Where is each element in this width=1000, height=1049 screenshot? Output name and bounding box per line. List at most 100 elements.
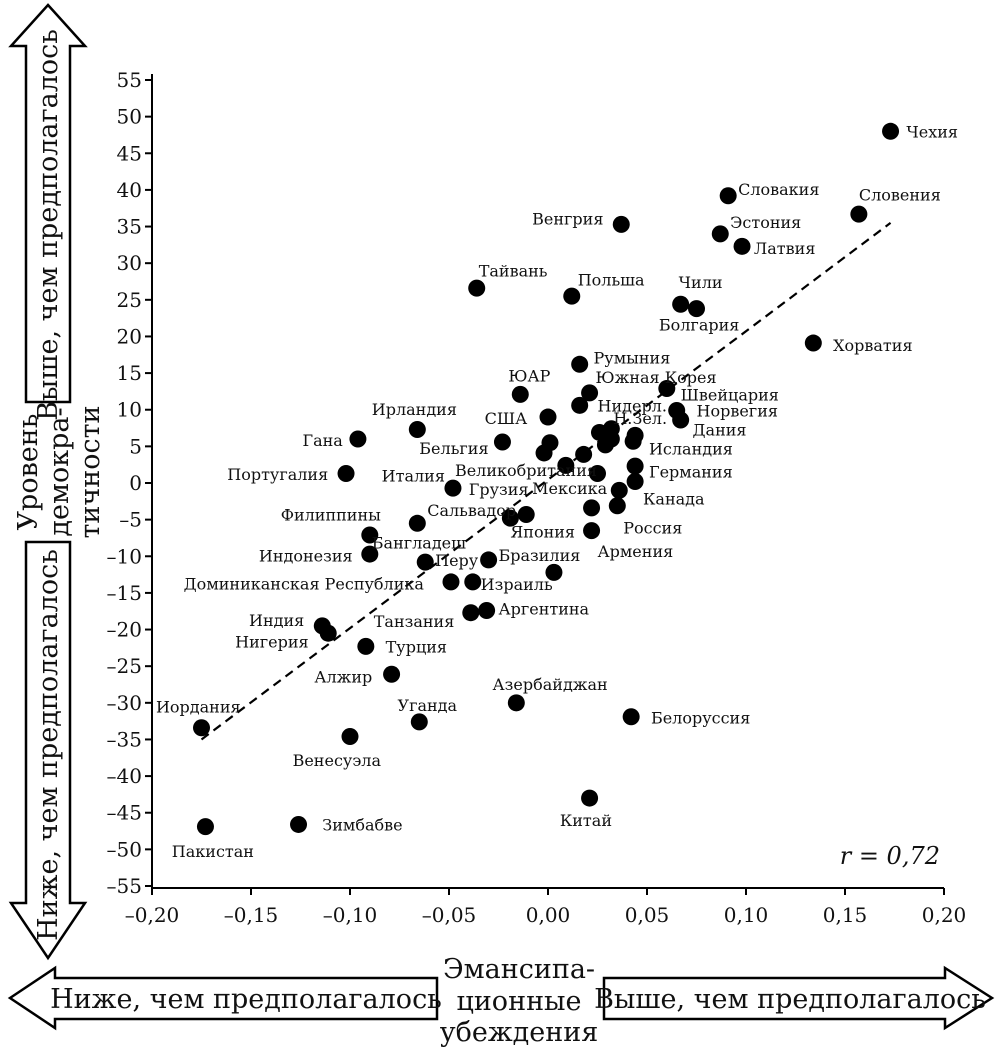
data-point — [719, 187, 737, 205]
y-tick-label: –30 — [107, 691, 142, 715]
point-label: Сальвадор — [427, 501, 516, 520]
point-label: Швейцария — [681, 385, 779, 404]
point-label: Южная Корея — [596, 368, 717, 387]
point-label: Япония — [510, 522, 575, 541]
point-label: Зимбабве — [322, 815, 402, 834]
point-label: Чили — [679, 273, 723, 292]
data-point — [410, 713, 428, 731]
point-label: Н.Зел. — [613, 409, 667, 428]
x-arrow-right-shape — [602, 965, 995, 1031]
point-label: Белоруссия — [651, 708, 750, 727]
point-label: Пакистан — [172, 842, 254, 861]
point-labels: Чехия Словакия Словения Венгрия Эстония Латви… — [156, 122, 958, 861]
data-point — [361, 526, 379, 544]
data-point — [602, 430, 620, 448]
data-point — [583, 499, 601, 517]
y-tick-label: 35 — [117, 215, 142, 239]
point-label: Словакия — [738, 180, 819, 199]
y-tick-label: 55 — [117, 68, 142, 92]
y-tick-label: –10 — [107, 544, 142, 568]
y-arrow-up-text: Выше, чем предполагалось — [33, 29, 64, 421]
point-label: Великобритания — [455, 461, 597, 480]
point-label: Китай — [560, 811, 612, 830]
point-label: Бельгия — [419, 439, 488, 458]
y-tick-label: 50 — [117, 105, 142, 129]
point-label: Канада — [643, 489, 705, 508]
x-arrow-left-text: Ниже, чем предполагалось — [50, 984, 442, 1015]
data-point — [193, 719, 210, 737]
y-tick-label: 5 — [129, 434, 142, 458]
data-point — [357, 637, 375, 655]
y-tick-label: 0 — [129, 471, 142, 495]
y-arrow-down-shape — [8, 540, 88, 961]
point-label: Турция — [386, 637, 447, 656]
y-tick-label: –35 — [107, 727, 142, 751]
point-label: Португалия — [227, 465, 328, 484]
data-point — [408, 514, 426, 532]
data-point — [416, 553, 434, 571]
point-label: Бангладеш — [372, 533, 466, 552]
data-point — [882, 122, 900, 140]
point-label: Германия — [649, 462, 733, 481]
x-tick-label: 0,00 — [526, 903, 571, 927]
point-label: Перу — [435, 551, 479, 570]
x-axis-title-line-2: ционные — [456, 986, 581, 1017]
y-tick-label: –20 — [107, 618, 142, 642]
y-arrow-down-text: Ниже, чем предполагалось — [33, 549, 64, 941]
data-point — [511, 385, 529, 403]
point-label: Тайвань — [479, 262, 548, 281]
point-label: Эстония — [730, 213, 801, 232]
point-label: Болгария — [659, 316, 739, 335]
point-label: Польша — [578, 270, 645, 289]
data-point — [383, 665, 401, 683]
data-point — [539, 408, 557, 426]
data-point — [583, 522, 601, 540]
correlation-label: r = 0,72 — [840, 842, 940, 870]
point-label: Исландия — [649, 440, 733, 459]
x-tick-label: –0,05 — [422, 903, 477, 927]
point-label: Дания — [693, 421, 747, 440]
data-point — [517, 506, 535, 524]
y-arrow-up-shape — [8, 3, 88, 404]
x-tick-label: 0,05 — [625, 903, 670, 927]
y-tick-label: 10 — [117, 398, 142, 422]
point-label: ЮАР — [508, 366, 550, 385]
axis-ticks: 5550454035302520151050–5–10–15–20–25–30–… — [107, 68, 967, 927]
data-point — [557, 456, 575, 474]
point-label: Латвия — [754, 239, 816, 258]
y-axis-title-line-1: Уровень — [13, 414, 44, 531]
data-point — [341, 728, 359, 746]
data-point — [507, 694, 525, 712]
data-point — [319, 624, 337, 642]
point-label: Уганда — [398, 696, 458, 715]
data-point — [571, 396, 589, 414]
y-axis-title-line-2: демокра- — [44, 407, 75, 536]
data-point — [581, 384, 599, 402]
point-label: Алжир — [314, 667, 372, 686]
data-point — [688, 300, 705, 318]
point-label: Чехия — [906, 122, 958, 141]
point-label: Израиль — [481, 575, 553, 594]
data-point — [624, 432, 642, 450]
data-point — [581, 789, 599, 807]
data-point — [612, 215, 630, 233]
data-point — [442, 573, 460, 591]
point-label: Грузия — [469, 480, 529, 499]
point-label: США — [485, 409, 528, 428]
data-point — [196, 818, 214, 836]
data-point — [563, 287, 581, 305]
data-point — [658, 379, 676, 397]
point-label: Ирландия — [372, 400, 457, 419]
data-point — [804, 334, 822, 352]
y-arrow-up: Выше, чем предполагалось — [8, 3, 88, 421]
y-tick-label: –55 — [107, 874, 142, 898]
data-point — [850, 205, 868, 223]
y-tick-label: –25 — [107, 654, 142, 678]
point-label: Хорватия — [833, 336, 912, 355]
data-points — [193, 122, 900, 836]
y-tick-label: 40 — [117, 178, 142, 202]
data-point — [493, 433, 511, 451]
point-label: Индия — [249, 611, 304, 630]
y-arrow-down: Ниже, чем предполагалось — [8, 540, 88, 961]
